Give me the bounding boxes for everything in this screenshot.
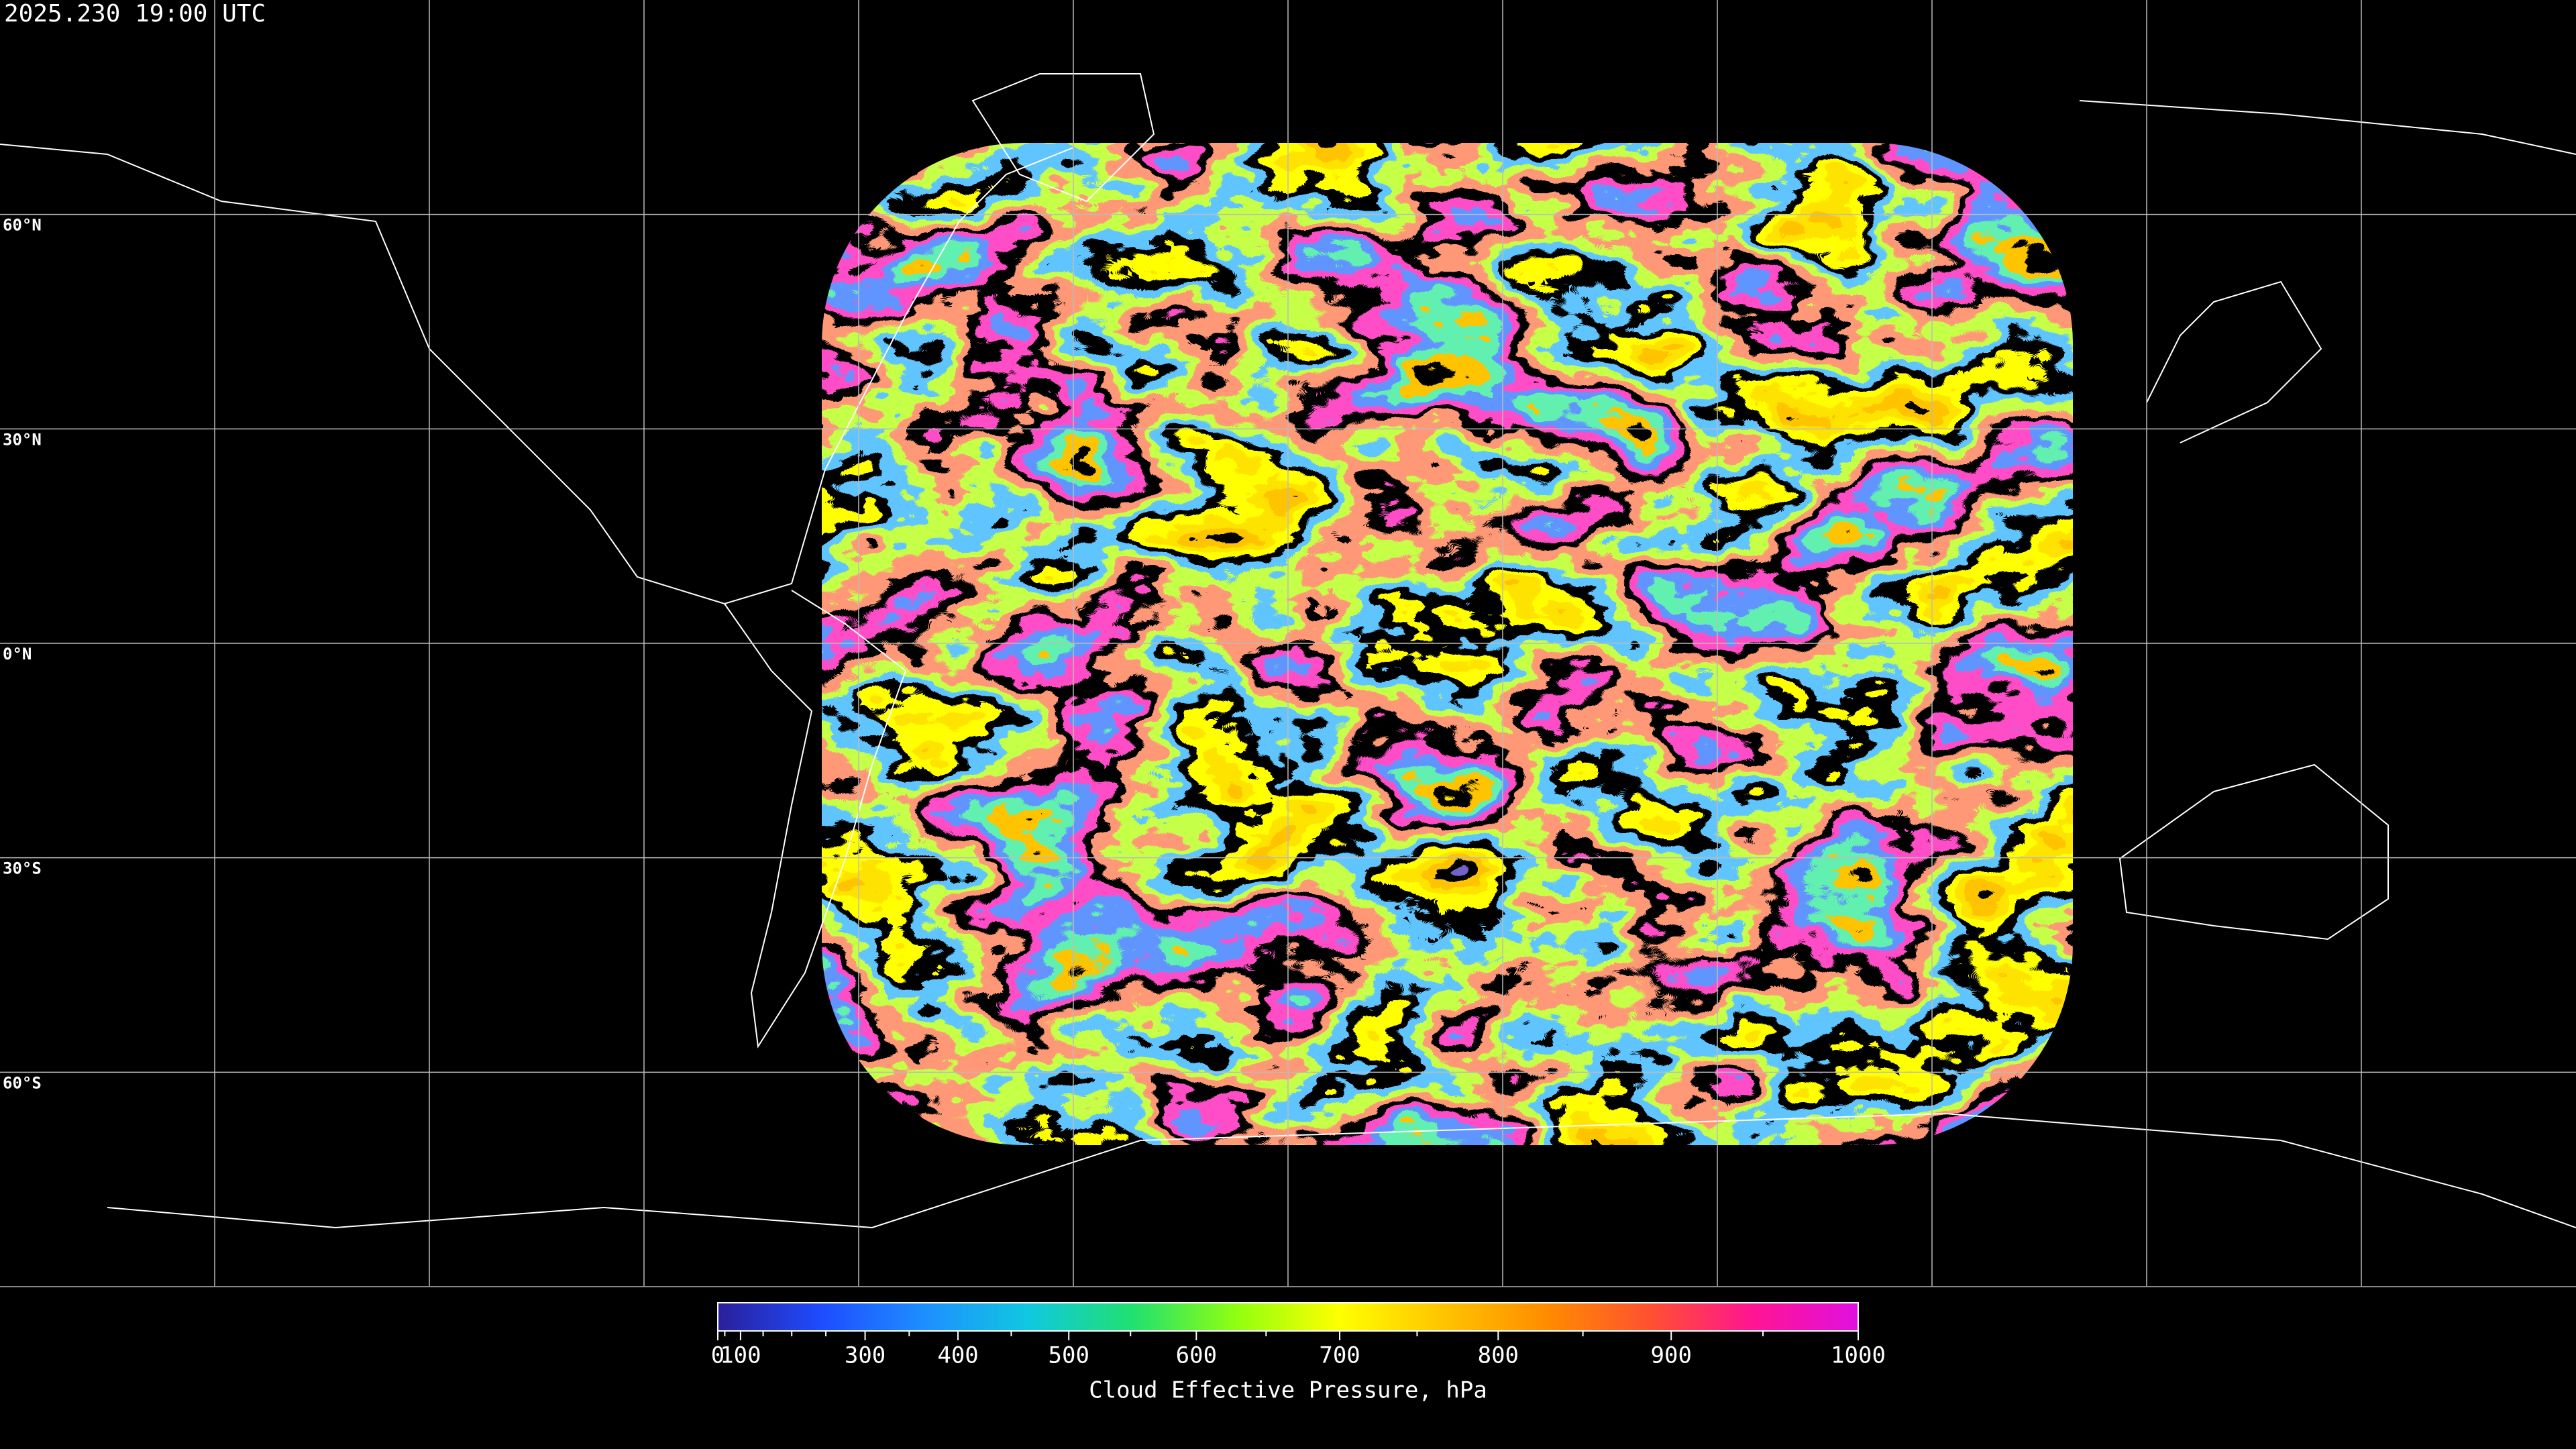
colorbar-tick-label: 600 [1176, 1342, 1217, 1369]
graticule: 60°N 30°N 0°N 30°S 60°S [0, 0, 2576, 1287]
coastline-asia [2079, 100, 2576, 443]
colorbar-gradient [717, 1302, 1859, 1332]
latitude-label: 0°N [3, 645, 32, 663]
cloud-field [822, 143, 2073, 1145]
coastlines [0, 73, 2576, 1229]
colorbar-tick-label: 1000 [1831, 1342, 1886, 1369]
latitude-label: 60°N [3, 216, 42, 235]
latitude-label: 30°N [3, 430, 42, 449]
colorbar-tick-label: 800 [1478, 1342, 1519, 1369]
colorbar-tick-label: 0 [711, 1342, 724, 1369]
coastline-greenland [971, 73, 1155, 203]
coastline-north-america [0, 144, 1074, 605]
timestamp: 2025.230 19:00 UTC [4, 0, 266, 28]
colorbar-title: Cloud Effective Pressure, hPa [1089, 1377, 1487, 1404]
coastline-antarctica [107, 1112, 2576, 1229]
colorbar-tick-label: 700 [1319, 1342, 1360, 1369]
latitude-label: 30°S [3, 859, 42, 878]
colorbar-tick-label: 500 [1049, 1342, 1089, 1369]
colorbar-tick-label: 100 [720, 1342, 761, 1369]
cloud-image [822, 143, 2073, 1145]
coastline-australia [2118, 763, 2389, 941]
colorbar-tick-label: 900 [1651, 1342, 1692, 1369]
coastline-south-america [724, 590, 907, 1049]
colorbar-tick-label: 300 [845, 1342, 885, 1369]
colorbar-tick-label: 400 [937, 1342, 978, 1369]
latitude-label: 60°S [3, 1073, 42, 1092]
